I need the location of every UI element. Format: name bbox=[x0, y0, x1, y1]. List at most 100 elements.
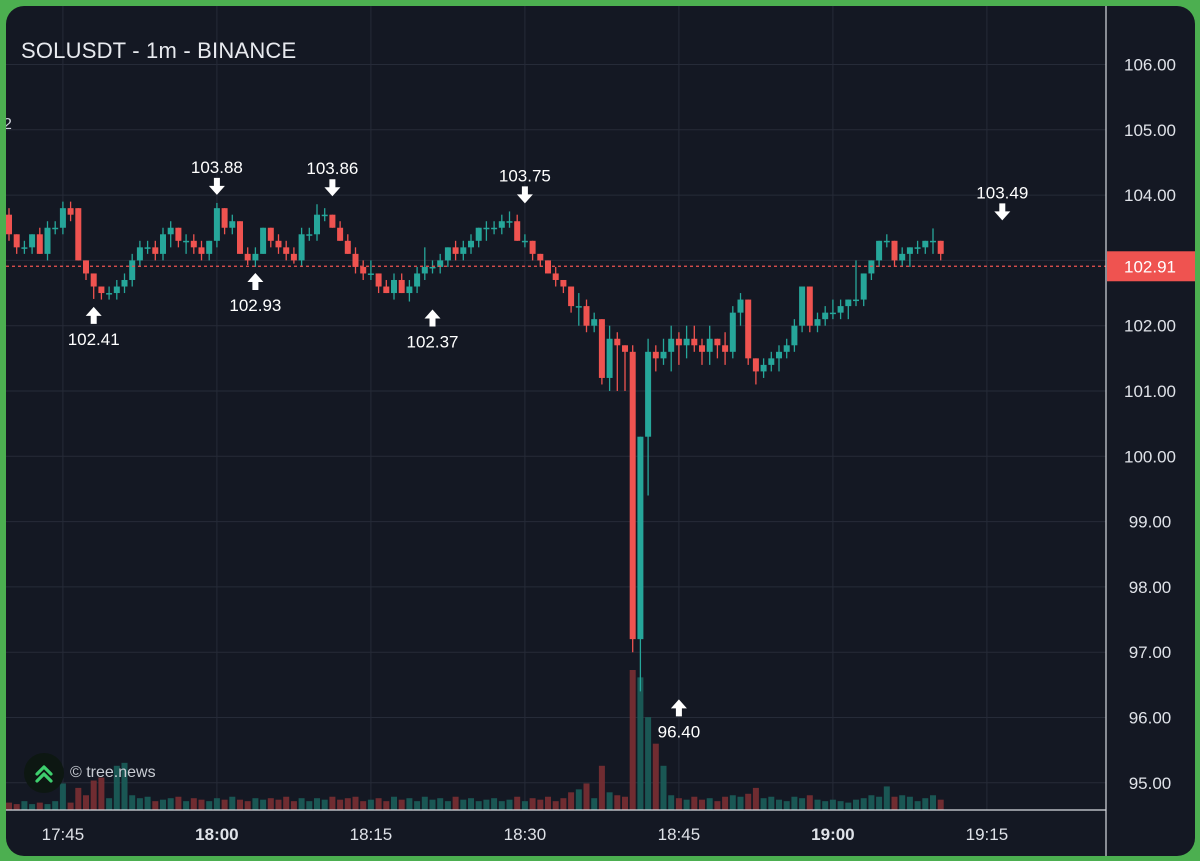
candle bbox=[660, 338, 667, 365]
volume-bar bbox=[90, 780, 97, 810]
candle bbox=[383, 279, 390, 294]
candle bbox=[722, 332, 729, 365]
volume-bar bbox=[714, 801, 721, 810]
volume-bar bbox=[160, 799, 166, 810]
candle-body bbox=[868, 260, 875, 274]
candle-body bbox=[622, 345, 628, 352]
volume-bar bbox=[321, 799, 328, 810]
volume-bar bbox=[729, 795, 736, 810]
candle bbox=[706, 325, 713, 365]
volume-bar bbox=[668, 795, 675, 810]
volume-bar bbox=[791, 796, 798, 810]
volume-bar bbox=[799, 798, 806, 810]
volume-bar bbox=[491, 798, 498, 810]
volume-bar bbox=[598, 765, 605, 810]
candle-body bbox=[776, 351, 782, 359]
volume-bar bbox=[521, 801, 528, 810]
volume-bar bbox=[344, 798, 351, 810]
candle bbox=[90, 273, 97, 299]
candle-body bbox=[306, 234, 313, 236]
volume-bar bbox=[606, 792, 613, 810]
price-axis: 106.00105.00104.00103.00102.00101.00100.… bbox=[1124, 56, 1176, 793]
candle-body bbox=[213, 208, 220, 241]
candle bbox=[822, 306, 829, 326]
candle-body bbox=[198, 247, 205, 254]
candle-body bbox=[6, 214, 12, 235]
candle bbox=[144, 240, 151, 254]
candle-body bbox=[714, 338, 721, 346]
candle-body bbox=[152, 247, 159, 254]
candle-body bbox=[337, 227, 344, 241]
current-price-label: 102.91 bbox=[1124, 257, 1176, 276]
candle-body bbox=[321, 214, 328, 217]
candle-body bbox=[106, 293, 113, 295]
volume-bar bbox=[298, 798, 305, 810]
candle bbox=[768, 351, 775, 372]
price-axis-label: 100.00 bbox=[1124, 447, 1176, 466]
candle bbox=[75, 208, 82, 261]
candle bbox=[183, 234, 190, 254]
price-axis-label: 98.00 bbox=[1129, 578, 1172, 597]
candle bbox=[791, 319, 798, 352]
candle-body bbox=[59, 208, 66, 228]
candle-body bbox=[768, 358, 775, 365]
candlestick-chart[interactable]: 102.41 103.88 102.93 103.86 102.37 103.75 96.4… bbox=[6, 6, 1195, 856]
watermark: © tree.news bbox=[24, 753, 156, 793]
volume-bar bbox=[121, 762, 128, 810]
volume-bar bbox=[367, 799, 374, 810]
candle-body bbox=[521, 240, 528, 243]
volume-bar bbox=[860, 798, 867, 810]
volume-bar bbox=[706, 798, 713, 810]
price-marker: 102.37 bbox=[407, 309, 459, 352]
volume-bar bbox=[776, 799, 782, 810]
candle-body bbox=[498, 221, 505, 228]
price-marker: 103.88 bbox=[191, 158, 243, 195]
candle-body bbox=[190, 240, 197, 248]
candle-body bbox=[837, 306, 844, 313]
marker-label: 103.75 bbox=[499, 166, 551, 185]
volume-bar bbox=[21, 801, 28, 810]
volume-bar bbox=[468, 798, 474, 810]
candle-body bbox=[637, 436, 644, 640]
volume-bar bbox=[6, 802, 12, 810]
volume-bar bbox=[529, 798, 536, 810]
volume-bar bbox=[683, 799, 690, 810]
candle bbox=[221, 208, 228, 235]
candle bbox=[645, 338, 652, 496]
candles bbox=[6, 201, 944, 692]
volume-bar bbox=[414, 801, 421, 810]
candle bbox=[937, 240, 944, 261]
candle-body bbox=[437, 260, 444, 267]
price-axis-label: 95.00 bbox=[1129, 774, 1172, 793]
volume-bar bbox=[537, 799, 544, 810]
volume-bar bbox=[568, 792, 575, 810]
candle bbox=[29, 234, 36, 254]
candle-body bbox=[629, 351, 636, 640]
candle bbox=[914, 240, 921, 254]
candle-body bbox=[783, 345, 790, 352]
candle-body bbox=[344, 240, 351, 254]
candle bbox=[260, 227, 267, 254]
candle bbox=[714, 338, 721, 359]
volume-bar bbox=[375, 798, 382, 810]
candle bbox=[21, 240, 28, 254]
volume-bar bbox=[106, 798, 113, 810]
arrow-up-icon bbox=[424, 309, 441, 327]
candle bbox=[583, 299, 590, 333]
volume-bar bbox=[183, 801, 190, 810]
candle bbox=[591, 312, 598, 333]
price-marker: 103.86 bbox=[306, 159, 358, 197]
candle bbox=[491, 221, 498, 235]
volume-bar bbox=[275, 799, 282, 810]
price-axis-label: 96.00 bbox=[1129, 709, 1172, 728]
candle-body bbox=[668, 338, 675, 352]
candle bbox=[283, 240, 290, 261]
volume-bar bbox=[622, 796, 628, 810]
candle-body bbox=[814, 319, 821, 326]
candle-body bbox=[791, 325, 798, 346]
clipped-left-label: 2 bbox=[6, 116, 12, 133]
candle-body bbox=[545, 260, 551, 274]
candle-body bbox=[699, 345, 705, 352]
price-axis-label: 97.00 bbox=[1129, 643, 1172, 662]
price-marker: 96.40 bbox=[658, 699, 700, 741]
